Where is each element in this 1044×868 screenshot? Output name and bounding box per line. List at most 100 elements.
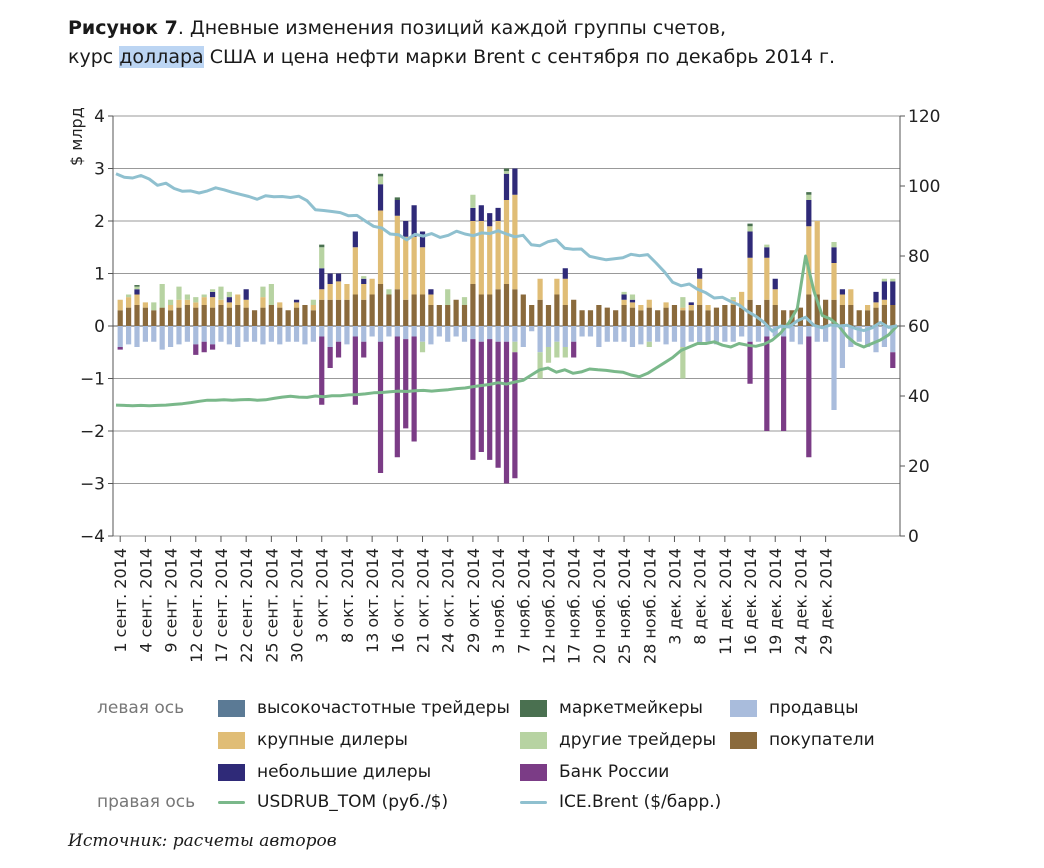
- legend-label: другие трейдеры: [559, 730, 717, 750]
- bar-segment: [209, 326, 216, 345]
- bar-segment: [839, 305, 846, 326]
- left-tick-label: −1: [80, 370, 105, 390]
- bar-segment: [243, 299, 249, 308]
- bar-segment: [865, 305, 871, 311]
- bar-segment: [755, 305, 762, 326]
- bar-segment: [755, 326, 762, 342]
- bar-segment: [453, 326, 459, 337]
- bar-segment: [537, 278, 543, 300]
- bar-segment: [470, 339, 476, 460]
- bar-segment: [327, 326, 333, 347]
- bar-segment: [839, 294, 846, 305]
- right-tick-label: 80: [908, 247, 930, 267]
- x-tick-label: 19 дек. 2014: [766, 548, 785, 655]
- bar-segment: [134, 289, 140, 295]
- bar-segment: [520, 326, 526, 347]
- legend-right-axis-label: правая ось: [97, 792, 196, 812]
- figure-number: Рисунок 7: [68, 17, 178, 39]
- bar-segment: [613, 326, 619, 342]
- bar-segment: [806, 336, 812, 458]
- bar-segment: [134, 285, 140, 287]
- bar-segment: [453, 299, 459, 326]
- bar-segment: [319, 247, 325, 269]
- bar-segment: [428, 326, 434, 345]
- bar-segment: [478, 221, 484, 295]
- bar-segment: [495, 326, 501, 342]
- bar-segment: [293, 302, 300, 308]
- bar-segment: [335, 299, 342, 326]
- bar-segment: [562, 278, 568, 305]
- swatch-bank-of-russia: [520, 763, 547, 781]
- bar-segment: [142, 307, 148, 326]
- bar-segment: [873, 307, 879, 326]
- bar-segment: [621, 294, 627, 300]
- bar-segment: [394, 289, 400, 326]
- bar-segment: [369, 326, 375, 337]
- bar-segment: [554, 341, 560, 358]
- bar-segment: [663, 307, 669, 326]
- title-highlight[interactable]: доллара: [119, 46, 204, 68]
- bar-segment: [520, 294, 526, 326]
- swatch-market-makers: [520, 699, 547, 717]
- bar-segment: [310, 326, 316, 342]
- x-tick-label: 8 дек. 2014: [691, 548, 710, 645]
- bar-segment: [495, 207, 501, 221]
- bar-segment: [478, 294, 484, 326]
- bar-segment: [680, 307, 686, 311]
- bar-segment: [587, 310, 594, 326]
- bar-segment: [335, 326, 342, 342]
- bar-segment: [193, 344, 199, 355]
- bar-segment: [764, 247, 770, 258]
- bar-segment: [873, 326, 879, 353]
- bar-segment: [134, 305, 140, 326]
- bar-segment: [705, 305, 711, 311]
- bar-segment: [487, 213, 493, 227]
- bar-segment: [319, 268, 325, 290]
- bar-segment: [377, 326, 384, 342]
- bar-segment: [781, 336, 787, 431]
- legend-item-market-makers: маркетмейкеры: [520, 698, 703, 718]
- bar-segment: [831, 242, 837, 248]
- bar-segment: [512, 326, 518, 342]
- bar-segment: [470, 207, 476, 221]
- bar-segment: [377, 210, 384, 284]
- bar-segment: [235, 326, 241, 347]
- right-tick-label: 40: [908, 387, 930, 407]
- bar-segment: [193, 297, 199, 303]
- swatch-other-traders: [520, 731, 547, 749]
- bar-segment: [419, 341, 426, 353]
- brent-line: [115, 172, 898, 333]
- legend-item-large-dealers: крупные дилеры: [218, 730, 408, 750]
- bar-segment: [587, 326, 594, 337]
- bar-segment: [419, 247, 426, 295]
- left-tick-label: −2: [80, 422, 105, 442]
- bar-segment: [512, 341, 518, 353]
- usdrub-line: [115, 254, 899, 408]
- bar-segment: [151, 326, 157, 342]
- x-tick-label: 21 окт. 2014: [414, 548, 433, 653]
- bar-segment: [629, 299, 636, 303]
- bar-segment: [235, 294, 241, 305]
- bar-segment: [806, 192, 812, 195]
- bar-segment: [243, 326, 249, 342]
- bar-segment: [159, 284, 165, 308]
- bar-segment: [487, 294, 493, 326]
- bar-segment: [621, 291, 627, 295]
- bar-segment: [772, 305, 778, 326]
- bar-segment: [890, 305, 896, 326]
- x-tick-label: 13 окт. 2014: [363, 548, 382, 653]
- bar-segment: [806, 200, 812, 227]
- bar-segment: [814, 221, 820, 295]
- bar-segment: [419, 294, 426, 326]
- bar-segment: [176, 307, 182, 326]
- right-tick-label: 0: [908, 527, 919, 547]
- bar-segment: [848, 326, 854, 347]
- bar-segment: [848, 305, 854, 326]
- bar-segment: [184, 294, 190, 300]
- bar-segment: [739, 326, 745, 337]
- bar-segment: [890, 352, 896, 368]
- bar-segment: [629, 294, 636, 300]
- bar-segment: [125, 326, 132, 345]
- bar-segment: [159, 326, 165, 350]
- bar-segment: [302, 305, 308, 326]
